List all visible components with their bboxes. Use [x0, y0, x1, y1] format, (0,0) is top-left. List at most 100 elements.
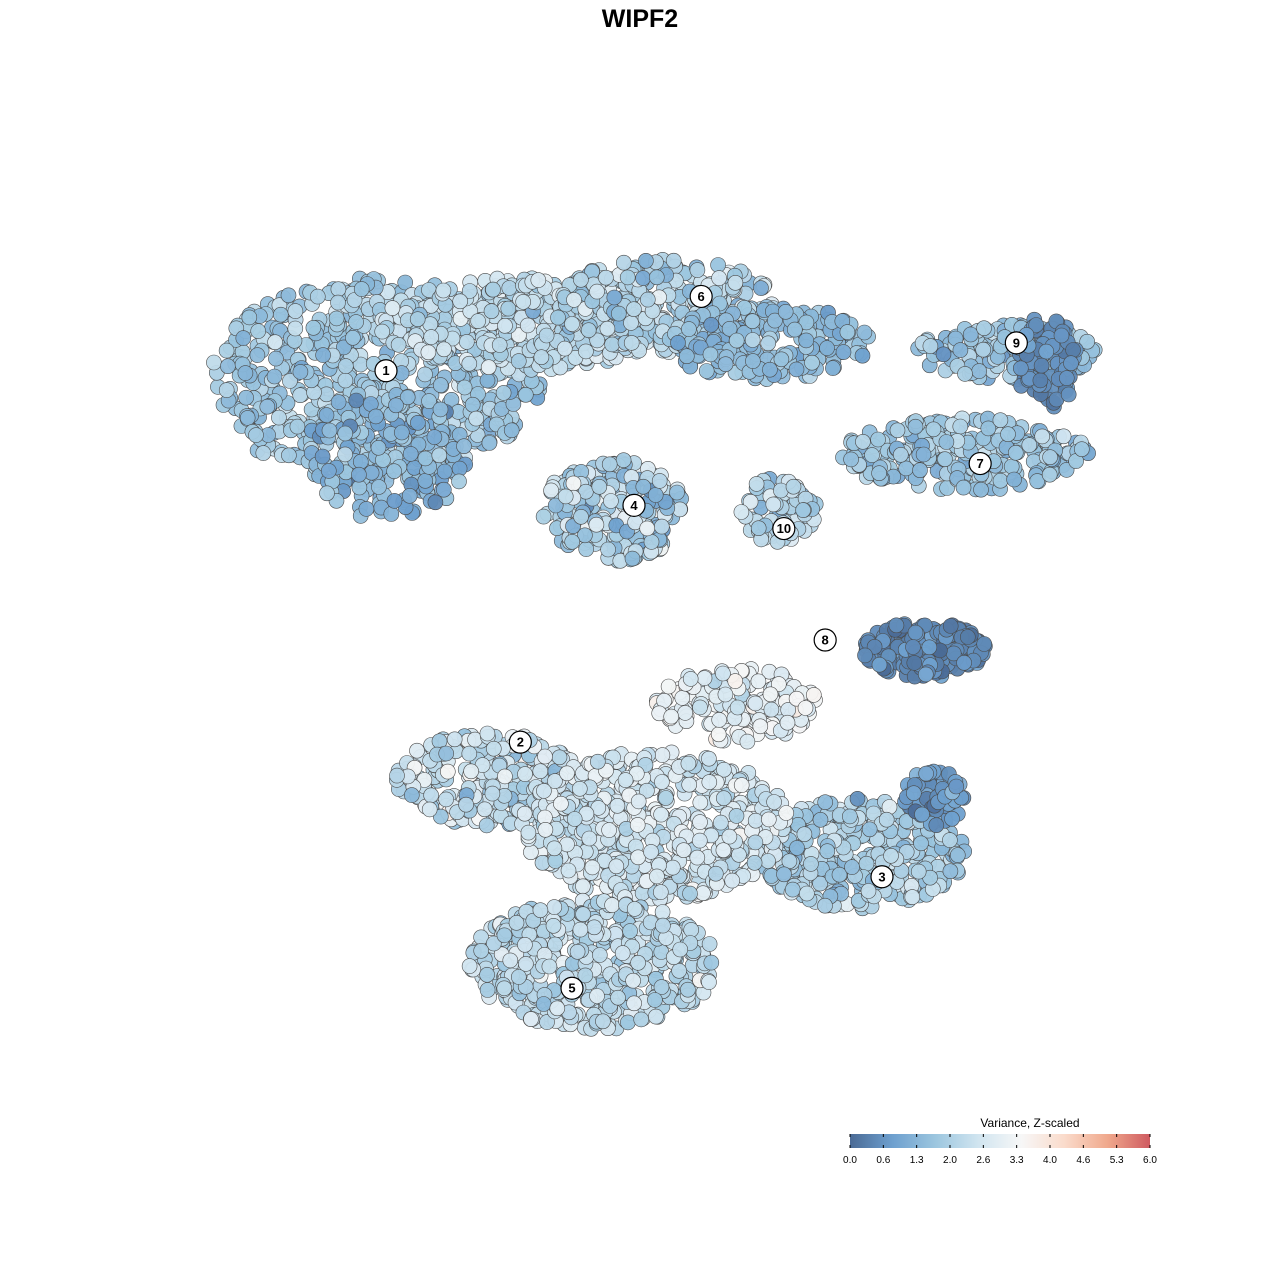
cells-layer	[206, 251, 1103, 1037]
cell-point	[476, 801, 493, 818]
cell-point	[689, 849, 706, 866]
cell-point	[516, 805, 533, 822]
cell-point	[502, 952, 519, 969]
cell-point	[798, 314, 815, 331]
cell-point	[272, 306, 289, 323]
cell-point	[541, 958, 558, 975]
colorbar-tick-label: 4.0	[1043, 1155, 1057, 1166]
cell-point	[468, 410, 485, 427]
cell-point	[550, 309, 566, 326]
cell-point	[647, 992, 663, 1008]
cell-point	[674, 690, 691, 706]
cell-point	[584, 859, 601, 876]
cell-point	[461, 355, 478, 372]
cell-point	[881, 799, 898, 815]
cell-point	[917, 666, 934, 683]
cell-point	[589, 283, 605, 300]
cell-point	[898, 460, 914, 477]
cell-point	[698, 363, 715, 379]
cell-point	[1059, 370, 1075, 386]
cell-point	[321, 422, 338, 439]
cell-point	[711, 712, 728, 728]
cell-point	[480, 359, 497, 376]
cell-point	[710, 726, 727, 743]
cell-point	[744, 313, 761, 330]
cell-point	[692, 794, 709, 811]
cell-point	[565, 475, 582, 492]
cell-point	[733, 504, 750, 520]
cell-point	[564, 533, 581, 550]
cell-point	[691, 832, 708, 849]
cell-point	[481, 435, 498, 451]
colorbar-bar	[850, 1134, 1150, 1148]
cell-point	[670, 334, 686, 351]
cell-point	[922, 338, 939, 354]
cell-point	[463, 763, 479, 780]
cell-point	[905, 639, 921, 655]
cell-point	[789, 840, 805, 856]
cell-point	[962, 326, 979, 343]
cell-point	[680, 755, 697, 772]
cell-point	[403, 787, 420, 803]
cell-point	[804, 354, 820, 371]
cell-point	[566, 811, 583, 827]
cell-point	[368, 408, 384, 425]
cell-point	[523, 844, 539, 861]
cell-point	[760, 335, 777, 352]
cell-point	[553, 795, 569, 812]
cell-point	[559, 765, 575, 782]
cell-point	[479, 372, 496, 389]
cell-point	[351, 466, 367, 483]
cell-point	[715, 790, 732, 807]
cell-point	[731, 846, 747, 863]
cell-point	[431, 447, 448, 464]
cell-point	[461, 283, 478, 299]
cell-point	[753, 280, 769, 296]
cell-point	[435, 481, 452, 498]
cell-point	[629, 817, 646, 833]
cell-point	[496, 927, 513, 944]
cell-point	[680, 981, 696, 998]
cell-point	[464, 396, 481, 413]
cell-point	[517, 936, 533, 953]
cell-point	[564, 316, 580, 332]
cell-point	[591, 947, 608, 963]
cell-point	[675, 842, 692, 859]
cell-point	[358, 501, 375, 517]
cell-point	[653, 806, 669, 823]
cell-point	[635, 270, 651, 286]
cell-point	[569, 943, 586, 960]
cell-point	[510, 353, 527, 369]
cell-point	[752, 718, 769, 735]
cell-point	[841, 808, 858, 825]
cell-point	[715, 665, 731, 682]
cell-point	[427, 494, 444, 511]
cell-point	[878, 811, 895, 828]
cluster-number: 6	[698, 289, 705, 304]
cell-point	[532, 763, 549, 780]
cell-point	[733, 777, 750, 793]
cell-point	[473, 942, 490, 959]
cell-point	[571, 780, 588, 797]
cell-point	[417, 450, 434, 467]
cell-point	[671, 962, 687, 979]
cluster-number: 2	[517, 735, 524, 750]
cell-point	[949, 847, 966, 863]
cell-point	[957, 366, 973, 382]
cell-point	[1000, 426, 1016, 443]
cluster-number: 1	[382, 363, 389, 378]
cell-point	[712, 814, 729, 831]
cell-point	[517, 386, 534, 403]
cell-point	[485, 281, 501, 298]
cell-point	[849, 790, 866, 807]
cell-point	[624, 550, 641, 567]
cell-point	[397, 274, 414, 291]
cell-point	[386, 493, 403, 509]
cell-point	[549, 1000, 566, 1017]
cell-point	[572, 921, 589, 938]
cell-point	[638, 252, 654, 269]
cell-point	[682, 671, 699, 687]
cell-point	[218, 342, 235, 359]
cell-point	[727, 274, 744, 291]
cell-point	[598, 269, 614, 286]
